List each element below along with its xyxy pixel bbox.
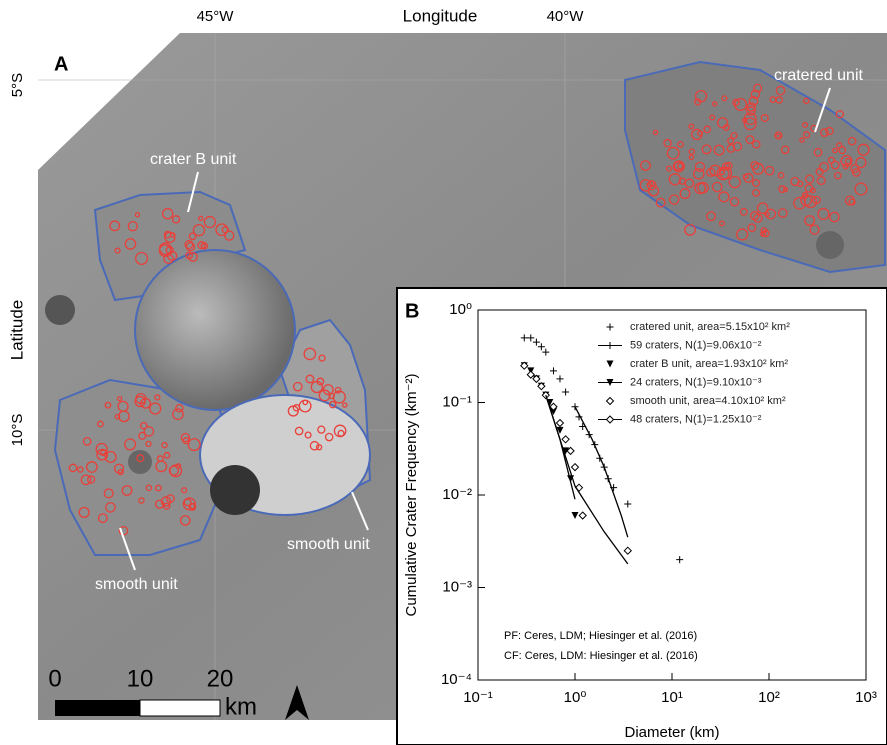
scale-unit: km [225, 693, 257, 720]
map-x-tick: 45°W [197, 8, 235, 25]
point [549, 367, 557, 375]
legend-label: 24 craters, N(1)=9.10x10⁻³ [630, 376, 762, 388]
scale-label: 0 [48, 665, 61, 692]
map-features [45, 60, 886, 556]
legend-label: cratered unit, area=5.15x10² km² [630, 321, 790, 333]
fit-line [574, 406, 629, 538]
panel-label: B [405, 300, 419, 322]
point [549, 407, 557, 415]
point [526, 370, 535, 379]
legend-label: 59 craters, N(1)=9.06x10⁻² [630, 339, 762, 351]
scale-label: 10 [127, 665, 154, 692]
map-y-label: Latitude [7, 300, 26, 361]
point [542, 348, 550, 356]
map-x-tick: 40°W [547, 8, 585, 25]
map-y-tick: 5°S [9, 73, 26, 97]
map-annotation: smooth unit [287, 536, 370, 553]
panel-label: A [54, 53, 68, 75]
fit-line [545, 394, 629, 565]
y-axis-label: Cumulative Crater Frequency (km⁻²) [403, 374, 420, 617]
point [570, 462, 580, 472]
y-tick-label: 10⁻¹ [442, 393, 472, 410]
map-annotation: crater B unit [150, 151, 237, 168]
x-tick-label: 10¹ [661, 689, 683, 706]
map-y-tick: 10°S [9, 414, 26, 447]
point [562, 447, 570, 455]
scale-label: 20 [207, 665, 234, 692]
map-x-label: Longitude [403, 6, 478, 25]
note: CF: Ceres, LDM: Hiesinger et al. (2016) [504, 650, 698, 662]
point [562, 388, 570, 396]
leader [119, 527, 136, 571]
map-annotation: smooth unit [95, 576, 178, 593]
y-tick-label: 10⁻² [442, 486, 472, 503]
leader [351, 491, 369, 531]
y-tick-label: 10⁰ [449, 301, 472, 318]
legend-marker [605, 396, 615, 406]
scale-bar [55, 700, 140, 716]
point [623, 546, 632, 555]
point [537, 343, 545, 351]
scale-bar [139, 699, 221, 717]
y-tick-label: 10⁻⁴ [441, 671, 472, 688]
point [561, 435, 570, 444]
point [571, 512, 579, 520]
point [532, 374, 541, 384]
map-annotation: cratered unit [774, 67, 863, 84]
north-arrow [285, 685, 309, 720]
x-tick-label: 10³ [855, 689, 877, 706]
point [566, 446, 575, 456]
y-tick-label: 10⁻³ [442, 578, 472, 595]
chart-panel [396, 287, 887, 745]
x-tick-label: 10⁻¹ [463, 689, 493, 706]
point [537, 382, 546, 391]
point [532, 338, 540, 346]
point [520, 334, 528, 342]
x-tick-label: 10⁰ [564, 689, 587, 706]
point [520, 361, 529, 370]
point [549, 402, 558, 411]
point [676, 556, 684, 564]
leader [187, 171, 199, 213]
x-axis-label: Diameter (km) [624, 724, 719, 741]
note: PF: Ceres, LDM; Hiesinger et al. (2016) [504, 630, 697, 642]
point [578, 511, 587, 520]
leader [814, 87, 831, 133]
legend-marker [605, 415, 615, 424]
legend-marker [606, 323, 614, 331]
legend-marker [606, 360, 614, 368]
point [555, 418, 565, 428]
point [556, 375, 564, 383]
legend-marker [606, 342, 614, 349]
legend-label: smooth unit, area=4.10x10² km² [630, 395, 786, 407]
legend-marker [606, 379, 614, 386]
point [624, 500, 632, 508]
x-tick-label: 10² [758, 689, 780, 706]
legend-label: crater B unit, area=1.93x10² km² [630, 358, 788, 370]
point [556, 426, 564, 434]
legend-label: 48 craters, N(1)=1.25x10⁻² [630, 413, 762, 425]
point [527, 334, 535, 342]
